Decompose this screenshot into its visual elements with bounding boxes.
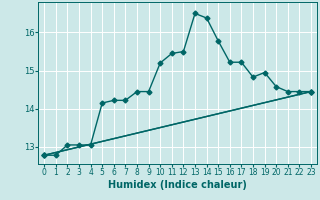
X-axis label: Humidex (Indice chaleur): Humidex (Indice chaleur) <box>108 180 247 190</box>
